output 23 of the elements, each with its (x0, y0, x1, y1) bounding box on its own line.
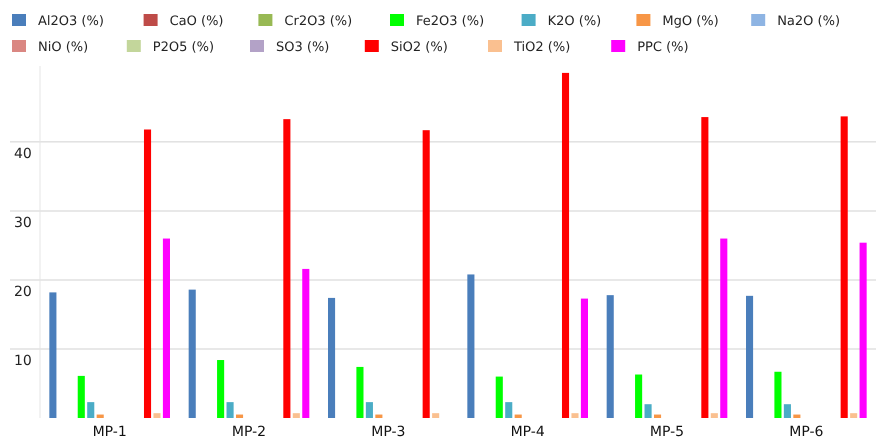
legend-label: PPC (%) (637, 40, 689, 55)
legend-label: P2O5 (%) (152, 40, 214, 55)
legend-label: MgO (%) (662, 14, 719, 29)
legend-label: CaO (%) (170, 14, 224, 29)
legend-label: Al2O3 (%) (38, 14, 104, 29)
x-tick-label: MP-4 (510, 424, 545, 440)
legend-label: K2O (%) (548, 14, 602, 29)
legend-label: TiO2 (%) (513, 40, 570, 55)
y-tick-label: 30 (14, 214, 32, 231)
x-tick-label: MP-1 (92, 424, 127, 440)
legend-label: NiO (%) (38, 40, 88, 55)
x-tick-label: MP-2 (232, 424, 266, 440)
x-tick-label: MP-3 (371, 424, 406, 440)
y-tick-label: 40 (14, 146, 32, 162)
legend-label: Na2O (%) (777, 14, 840, 29)
x-tick-label: MP-6 (789, 424, 824, 440)
legend-label: Cr2O3 (%) (284, 14, 352, 29)
y-tick-label: 10 (14, 352, 32, 369)
x-tick-label: MP-5 (650, 424, 684, 440)
y-tick-label: 20 (14, 284, 32, 300)
legend-label: SiO2 (%) (390, 40, 448, 55)
legend-label: SO3 (%) (276, 40, 330, 55)
legend-label: Fe2O3 (%) (416, 14, 484, 29)
